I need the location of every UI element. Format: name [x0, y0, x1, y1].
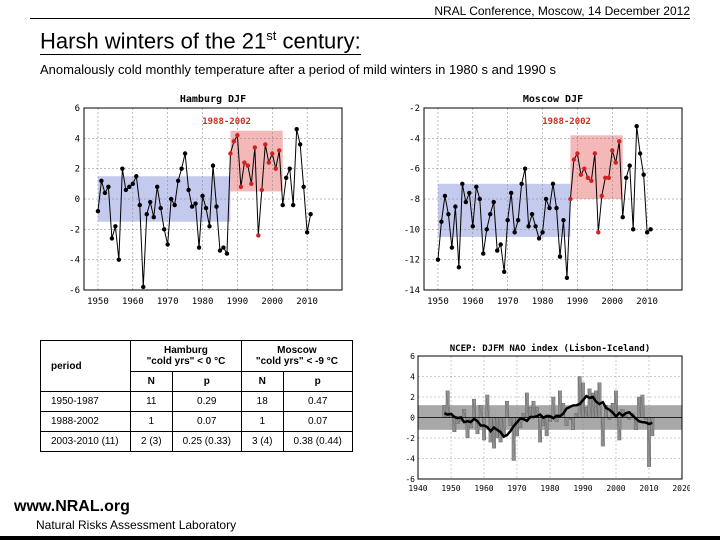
svg-text:1990: 1990 — [227, 297, 249, 307]
title-super: st — [266, 28, 276, 43]
table-cell: 1950-1987 — [41, 392, 131, 412]
svg-text:-4: -4 — [405, 455, 415, 464]
table-cell: 0.38 (0.44) — [283, 432, 352, 452]
svg-text:1950: 1950 — [427, 297, 449, 307]
svg-text:-2: -2 — [405, 434, 415, 443]
table-cell: 2 (3) — [131, 432, 173, 452]
table-cell: 1 — [131, 412, 173, 432]
svg-text:6: 6 — [75, 104, 80, 114]
table-cell: 1988-2002 — [41, 412, 131, 432]
th-h-N: N — [131, 372, 173, 392]
svg-text:1988-2002: 1988-2002 — [202, 117, 251, 127]
th-m-p: p — [283, 372, 352, 392]
svg-text:4: 4 — [410, 373, 415, 382]
svg-text:2010: 2010 — [639, 484, 658, 493]
svg-text:1980: 1980 — [540, 484, 559, 493]
data-table: period Hamburg "cold yrs" < 0 °C Moscow … — [40, 340, 353, 452]
footer-bar — [0, 536, 720, 540]
svg-text:-6: -6 — [405, 475, 415, 484]
svg-text:2: 2 — [75, 165, 80, 175]
svg-text:1980: 1980 — [192, 297, 214, 307]
svg-text:1950: 1950 — [441, 484, 460, 493]
footer-sub: Natural Risks Assessment Laboratory — [36, 518, 236, 532]
svg-text:4: 4 — [75, 134, 80, 144]
svg-text:2000: 2000 — [261, 297, 283, 307]
table-cell: 18 — [241, 392, 283, 412]
table-cell: 3 (4) — [241, 432, 283, 452]
table-cell: 0.07 — [172, 412, 241, 432]
th-h-p: p — [172, 372, 241, 392]
svg-text:1960: 1960 — [462, 297, 484, 307]
svg-text:2000: 2000 — [606, 484, 625, 493]
title-suffix: century: — [276, 28, 360, 53]
chart-hamburg: -6 -4 -2 0 2 4 6 1950 1960 1970 1980 1990 2000 2010 Ha… — [50, 90, 350, 310]
svg-text:1950: 1950 — [87, 297, 109, 307]
svg-text:-6: -6 — [409, 165, 420, 175]
svg-text:1960: 1960 — [474, 484, 493, 493]
page-title: Harsh winters of the 21st century: — [40, 28, 361, 55]
svg-text:0: 0 — [75, 195, 80, 205]
table-cell: 0.07 — [283, 412, 352, 432]
svg-text:1940: 1940 — [408, 484, 427, 493]
svg-text:2020: 2020 — [672, 484, 690, 493]
svg-text:1988-2002: 1988-2002 — [542, 117, 591, 127]
svg-text:NCEP: DJFM NAO index (Lisbon-I: NCEP: DJFM NAO index (Lisbon-Iceland) — [450, 343, 650, 354]
table-cell: 1 — [241, 412, 283, 432]
chart-nao: -6 -4 -2 0 2 4 6 1940 1950 1960 1970 1980 1990 2000 20… — [390, 340, 690, 495]
header-divider — [30, 18, 690, 19]
svg-text:Hamburg DJF: Hamburg DJF — [180, 94, 246, 105]
th-hamburg: Hamburg "cold yrs" < 0 °C — [131, 341, 242, 372]
svg-text:2000: 2000 — [601, 297, 623, 307]
svg-text:-4: -4 — [409, 134, 420, 144]
subtitle: Anomalously cold monthly temperature aft… — [40, 62, 556, 77]
svg-text:-12: -12 — [404, 256, 420, 266]
svg-text:-14: -14 — [404, 286, 420, 296]
footer-url: www.NRAL.org — [14, 498, 130, 516]
svg-text:2010: 2010 — [296, 297, 318, 307]
svg-text:1990: 1990 — [573, 484, 592, 493]
th-period: period — [41, 341, 131, 392]
svg-text:-2: -2 — [69, 225, 80, 235]
chart-moscow: -14 -12 -10 -8 -6 -4 -2 1950 1960 1970 1980 1990 200… — [390, 90, 690, 310]
table-cell: 0.25 (0.33) — [172, 432, 241, 452]
table-cell: 0.29 — [172, 392, 241, 412]
table-cell: 0.47 — [283, 392, 352, 412]
svg-text:1980: 1980 — [532, 297, 554, 307]
svg-text:-4: -4 — [69, 256, 80, 266]
svg-text:1990: 1990 — [567, 297, 589, 307]
th-m-N: N — [241, 372, 283, 392]
table-cell: 11 — [131, 392, 173, 412]
svg-text:1970: 1970 — [507, 484, 526, 493]
svg-text:1970: 1970 — [497, 297, 519, 307]
svg-text:-6: -6 — [69, 286, 80, 296]
svg-text:0: 0 — [410, 414, 415, 423]
svg-text:6: 6 — [410, 352, 415, 361]
svg-text:-2: -2 — [409, 104, 420, 114]
svg-text:-8: -8 — [409, 195, 420, 205]
title-prefix: Harsh winters of the 21 — [40, 28, 266, 53]
conference-header: NRAL Conference, Moscow, 14 December 201… — [434, 4, 690, 18]
svg-text:2010: 2010 — [636, 297, 658, 307]
th-moscow: Moscow "cold yrs" < -9 °C — [241, 341, 352, 372]
svg-text:2: 2 — [410, 393, 415, 402]
svg-text:-10: -10 — [404, 225, 420, 235]
table-cell: 2003-2010 (11) — [41, 432, 131, 452]
svg-text:1970: 1970 — [157, 297, 179, 307]
svg-text:1960: 1960 — [122, 297, 144, 307]
svg-text:Moscow DJF: Moscow DJF — [523, 94, 583, 105]
